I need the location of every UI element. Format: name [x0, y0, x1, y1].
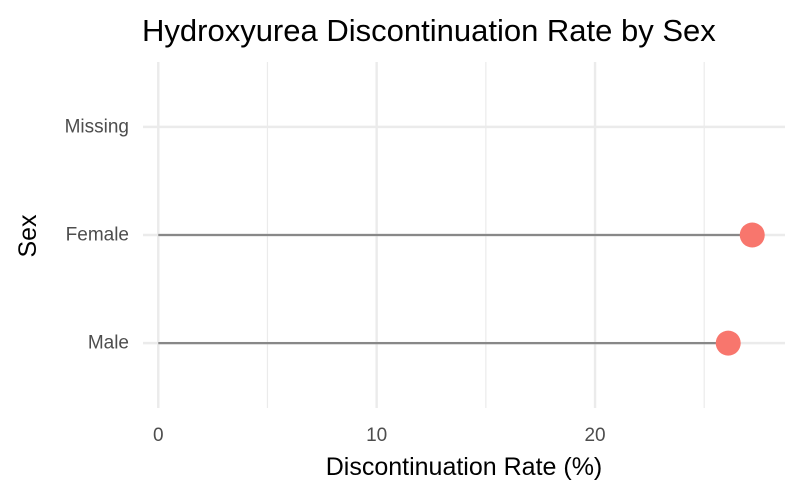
- x-axis-title: Discontinuation Rate (%): [326, 453, 603, 481]
- x-tick-label: 10: [366, 425, 387, 446]
- y-tick-label-male: Male: [88, 333, 129, 354]
- y-tick-label-missing: Missing: [65, 116, 129, 137]
- lollipop-point-female: [739, 222, 765, 248]
- lollipop-points: [715, 222, 765, 356]
- y-tick-label-female: Female: [66, 225, 129, 246]
- y-tick-labels: Male Female Missing: [65, 116, 129, 353]
- x-tick-label: 0: [153, 425, 164, 446]
- chart-title: Hydroxyurea Discontinuation Rate by Sex: [142, 13, 716, 48]
- x-tick-labels: 0 10 20: [153, 425, 606, 446]
- lollipop-segments: [158, 233, 753, 345]
- x-tick-label: 20: [584, 425, 605, 446]
- lollipop-point-male: [715, 330, 741, 356]
- y-axis-title: Sex: [14, 214, 42, 258]
